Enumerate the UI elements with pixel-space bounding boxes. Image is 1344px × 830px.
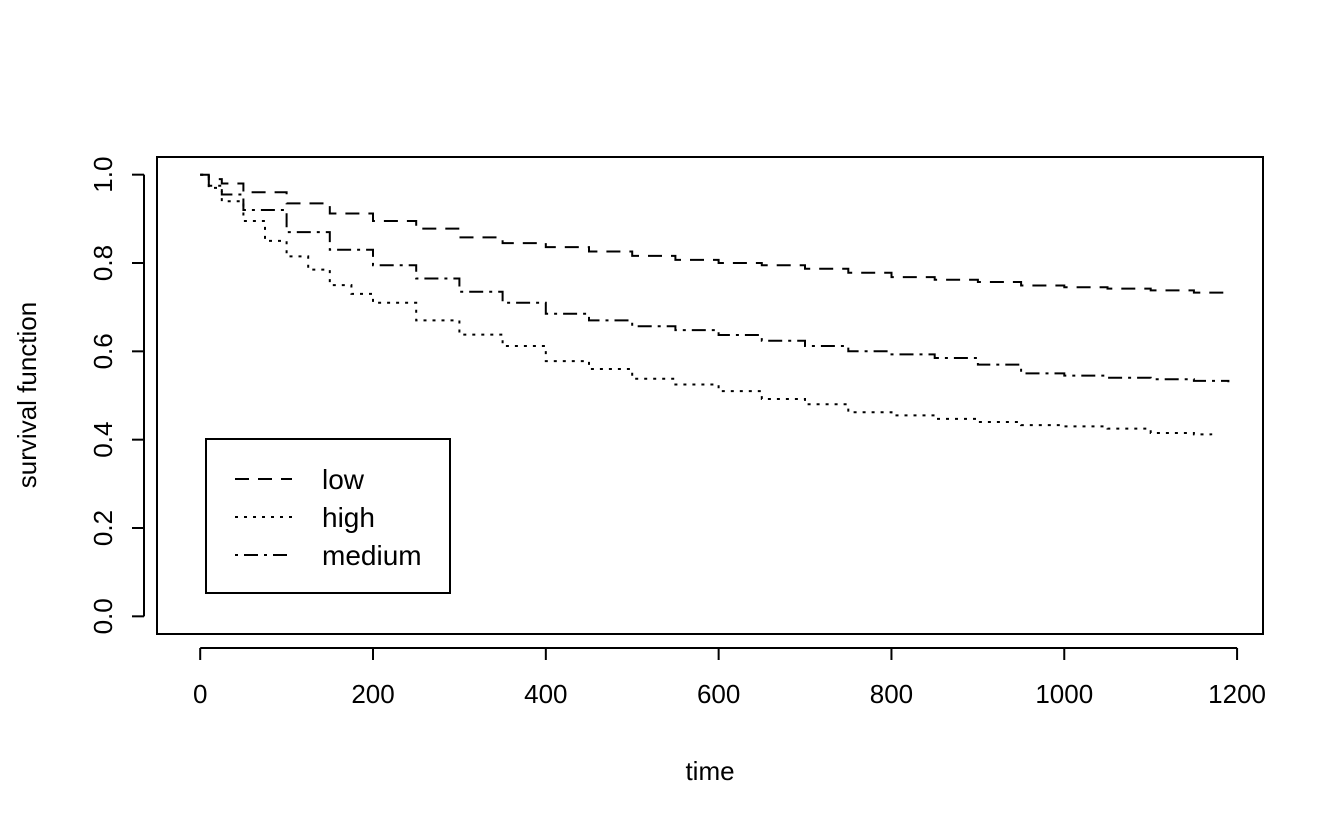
y-tick-label: 0.8 — [88, 245, 118, 281]
series-line-high — [200, 173, 1213, 436]
x-tick-label: 400 — [524, 679, 567, 709]
x-tick-label: 600 — [697, 679, 740, 709]
y-axis: 0.0 0.2 0.4 0.6 0.8 1.0 — [88, 157, 145, 634]
y-tick-label: 0.0 — [88, 598, 118, 634]
x-tick-label: 1200 — [1208, 679, 1266, 709]
legend-label-low: low — [322, 464, 365, 495]
x-tick-label: 200 — [351, 679, 394, 709]
y-tick-label: 0.4 — [88, 422, 118, 458]
x-tick-label: 1000 — [1035, 679, 1093, 709]
y-tick-label: 0.6 — [88, 333, 118, 369]
plot-box — [156, 156, 1264, 635]
y-tick-label: 1.0 — [88, 157, 118, 193]
x-axis: 0 200 400 600 800 1000 1200 — [193, 647, 1266, 709]
legend-label-medium: medium — [322, 540, 422, 571]
legend-label-high: high — [322, 502, 375, 533]
legend: low high medium — [205, 438, 451, 594]
y-tick-label: 0.2 — [88, 510, 118, 546]
x-tick-label: 0 — [193, 679, 207, 709]
series-line-low — [200, 173, 1230, 294]
x-axis-label: time — [685, 756, 734, 786]
y-axis-label: survival function — [12, 302, 42, 488]
series-line-medium — [200, 173, 1230, 383]
x-tick-label: 800 — [870, 679, 913, 709]
series-layer — [200, 173, 1230, 436]
